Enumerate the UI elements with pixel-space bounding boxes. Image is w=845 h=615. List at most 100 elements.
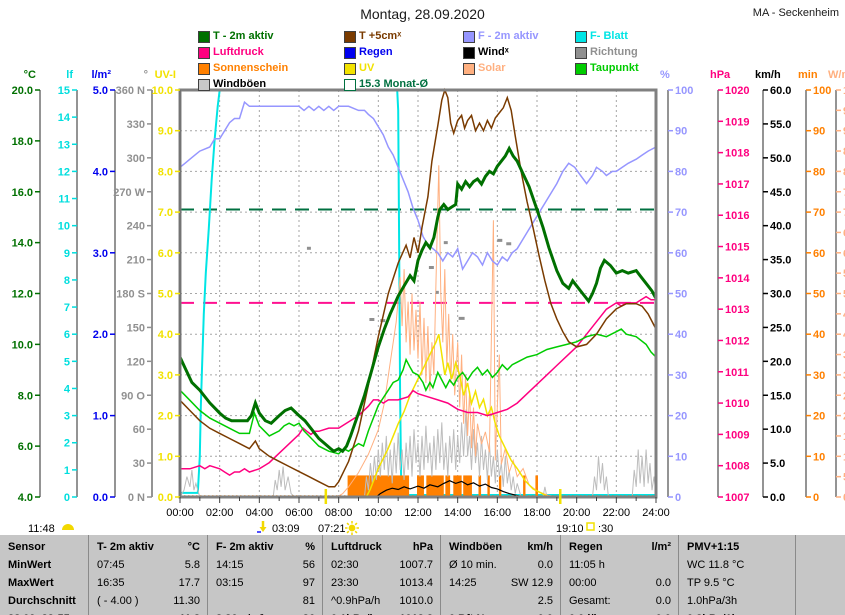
axis-label-wm2: 600 [843, 248, 845, 260]
axis-label-hpa: 1015 [725, 242, 749, 254]
table-col-t-2m-aktiv: T- 2m aktiv °C 07:45 5.8 16:35 17.7 ( - 4.00 )… [88, 535, 207, 615]
station-label: MA - Seckenheim [752, 7, 839, 19]
cell-value: 17.7 [178, 577, 200, 589]
table-row: TP 9.5 °C [679, 574, 795, 592]
axis-label-lf: 3 [64, 411, 70, 423]
x-tick-label: 22:00 [603, 507, 631, 519]
axis-label-deg: 270 W [113, 187, 145, 199]
axis-label-wm2: 50 [843, 472, 845, 484]
column-name: F- 2m aktiv [216, 541, 274, 553]
axis-label-wm2: 700 [843, 207, 845, 219]
series-windb-en-line [179, 409, 657, 498]
series-luftdruck-line [180, 295, 656, 476]
axis-label-uv: 2.0 [158, 411, 173, 423]
table-row-label: Durchschnitt [0, 592, 88, 610]
series-taupunkt-line [179, 328, 657, 455]
axis-label-kmh: 5.0 [770, 458, 785, 470]
column-name: Luftdruck [331, 541, 382, 553]
x-tick-label: 14:00 [444, 507, 472, 519]
table-row: 0 Bft N 0.0 [441, 610, 560, 615]
cell-value: 2.5 [537, 595, 553, 607]
axis-label-lm2: 0.0 [93, 492, 108, 504]
axis-label-pct: 40 [675, 329, 687, 341]
axis-label-deg: 300 [127, 153, 145, 165]
axis-title-pct: % [660, 69, 670, 81]
table-row: 8.86 g/m³ 86 [208, 610, 322, 615]
axis-label-pct: 10 [675, 451, 687, 463]
table-col-pmv-1-15: PMV+1:15 WC 11.8 °C TP 9.5 °C 1.0hPa/3h 0.2h… [678, 535, 795, 615]
axis-label-pct: 70 [675, 207, 687, 219]
legend-swatch [198, 31, 210, 43]
x-tick-label: 18:00 [523, 507, 551, 519]
axis-label-kmh: 60.0 [770, 85, 791, 97]
axis-label-lm2: 2.0 [93, 329, 108, 341]
axis-label-hpa: 1010 [725, 398, 749, 410]
cell-value: 97 [302, 577, 315, 589]
axis-label-degC: 20.0 [12, 85, 33, 97]
axis-title-lm2: l/m² [91, 69, 111, 81]
axis-title-deg: ° [144, 69, 148, 81]
cell-value: 0.0 [656, 610, 671, 615]
column-unit: % [305, 541, 315, 553]
axis-label-kmh: 0.0 [770, 492, 785, 504]
table-row: WC 11.8 °C [679, 556, 795, 574]
legend-label: T - 2m aktiv [213, 30, 274, 42]
axis-label-lf: 11 [58, 194, 70, 206]
x-tick-label: 20:00 [563, 507, 591, 519]
axis-label-wm2: 500 [843, 289, 845, 301]
x-tick-label: 04:00 [246, 507, 274, 519]
axis-label-deg: 360 N [116, 85, 145, 97]
axis-label-degC: 18.0 [12, 136, 33, 148]
series-sonnenschein-bar [463, 475, 472, 497]
cell-time: ^0.9hPa/h [331, 595, 381, 607]
axis-label-hpa: 1013 [725, 304, 749, 316]
sun-axis-tick [324, 489, 328, 504]
axis-label-hpa: 1012 [725, 335, 749, 347]
legend-label: T +5cmˣ [359, 30, 402, 42]
series-wind-line [180, 480, 656, 498]
legend-label: Luftdruck [213, 46, 264, 58]
table-header-row: F- 2m aktiv% [208, 538, 322, 556]
axis-title-min: min [798, 69, 818, 81]
axis-label-min: 90 [813, 126, 825, 138]
legend-swatch [344, 47, 356, 59]
legend-swatch [198, 79, 210, 91]
legend-swatch [575, 31, 587, 43]
axis-label-lf: 1 [64, 465, 70, 477]
axis-label-hpa: 1017 [725, 179, 749, 191]
axis-label-pct: 100 [675, 85, 693, 97]
moonrise-time-label: :30 [598, 523, 613, 535]
axis-title-kmh: km/h [755, 69, 781, 81]
axis-label-kmh: 55.0 [770, 119, 791, 131]
axis-label-pct: 50 [675, 289, 687, 301]
table-row: 23:30 1013.4 [323, 574, 440, 592]
series-sonnenschein-bar [498, 475, 502, 497]
cell-time: Gesamt: [569, 595, 611, 607]
table-row: 02:30 1007.7 [323, 556, 440, 574]
table-row: Gesamt: 0.0 [561, 592, 678, 610]
cell-time: 00:00 [569, 577, 597, 589]
row-label: MinWert [8, 559, 52, 571]
axis-label-deg: 90 O [121, 390, 145, 402]
axis-label-kmh: 15.0 [770, 390, 791, 402]
sunrise-sun-icon [346, 530, 350, 534]
column-unit: km/h [527, 541, 553, 553]
axis-label-lf: 2 [64, 438, 70, 450]
axis-label-pct: 20 [675, 411, 687, 423]
table-row: 0.2hPa/1h [679, 610, 795, 615]
table-row: ^0.9hPa/h 1010.0 [323, 592, 440, 610]
moonrise-icon [586, 522, 595, 531]
legend-label: 15.3 Monat-Ø [359, 78, 429, 90]
axis-label-wm2: 450 [843, 309, 845, 321]
table-header-row: PMV+1:15 [679, 538, 795, 556]
table-row: ( - 4.00 ) 11.30 [89, 592, 207, 610]
axis-label-kmh: 35.0 [770, 255, 791, 267]
cell-time: 1.0hPa/3h [687, 595, 738, 607]
cell-value: ▲1013.2 [388, 610, 433, 615]
row-label: 28.09. 23:55 [8, 610, 70, 615]
x-tick-label: 24:00 [642, 507, 670, 519]
axis-label-deg: 180 S [116, 289, 145, 301]
legend-label: Sonnenschein [213, 62, 289, 74]
table-row: 2.5 [441, 592, 560, 610]
axis-title-lf: lf [66, 69, 73, 81]
